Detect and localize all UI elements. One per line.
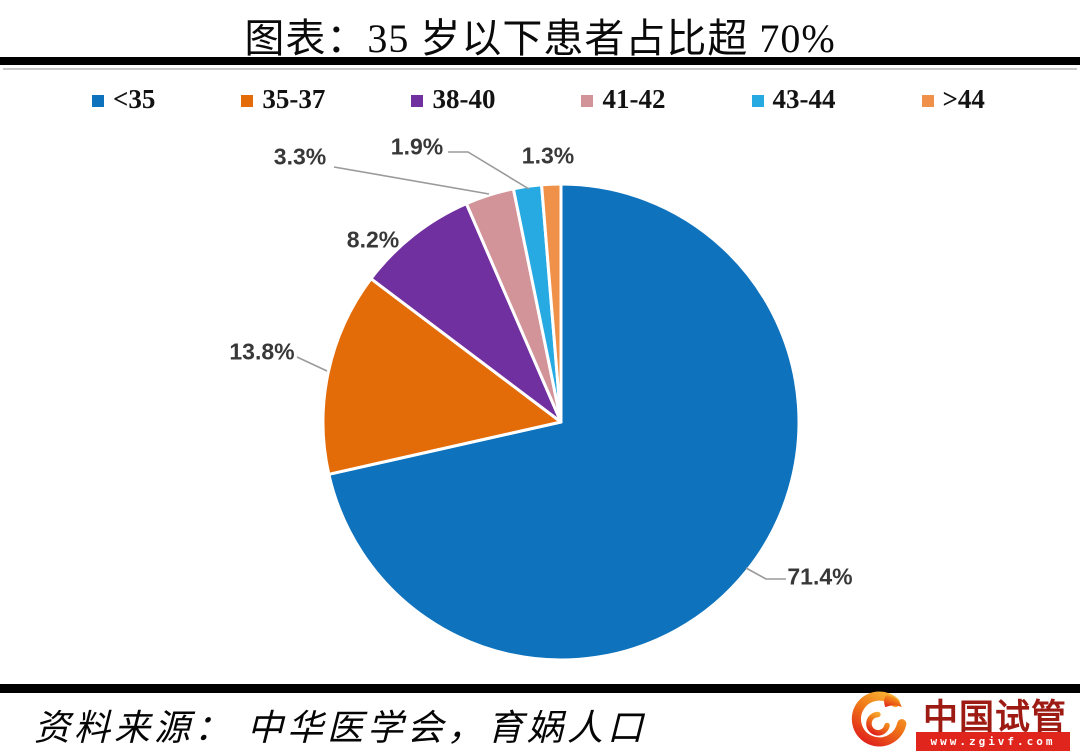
slice-label-41-42: 3.3% bbox=[273, 143, 327, 170]
slice-label-38-40: 8.2% bbox=[346, 226, 400, 253]
legend-item-41-42: 41-42 bbox=[581, 84, 665, 115]
legend-item-35-37: 35-37 bbox=[241, 84, 325, 115]
pie-svg bbox=[296, 151, 801, 662]
legend-swatch bbox=[751, 95, 764, 107]
source-note: 资料来源： 中华医学会，育娲人口 bbox=[34, 708, 648, 748]
brand-watermark: 中国试管 www.zgivf.com bbox=[842, 686, 1074, 755]
legend-item-38-40: 38-40 bbox=[411, 84, 495, 115]
phoenix-icon bbox=[851, 691, 907, 747]
slice-label-35-37: 13.8% bbox=[229, 338, 295, 365]
legend-item->44: >44 bbox=[921, 84, 985, 115]
legend-label: 43-44 bbox=[772, 84, 836, 114]
pie-slice-38-40 bbox=[369, 202, 563, 424]
brand-url: www.zgivf.com bbox=[916, 732, 1070, 751]
leader-line-41-42 bbox=[333, 166, 490, 195]
legend-swatch bbox=[241, 95, 254, 107]
legend-label: <35 bbox=[113, 84, 156, 114]
leader-line-35-37 bbox=[296, 356, 328, 372]
legend-swatch bbox=[581, 95, 594, 107]
pie-chart: 71.4% 13.8% 8.2% 3.3% 1.9% 1.3% bbox=[0, 75, 1080, 683]
pie-slice-<35 bbox=[327, 182, 801, 662]
leader-line-<35 bbox=[745, 567, 786, 580]
legend-item-<35: <35 bbox=[92, 84, 155, 115]
legend-label: >44 bbox=[942, 84, 985, 114]
slice-label-<35: 71.4% bbox=[787, 563, 853, 590]
legend-swatch bbox=[921, 95, 934, 107]
legend-label: 38-40 bbox=[432, 84, 496, 114]
leader-line-43-44 bbox=[448, 151, 530, 190]
pie-slice->44 bbox=[540, 182, 563, 424]
legend-label: 35-37 bbox=[262, 84, 326, 114]
chart-title: 图表：35 岁以下患者占比超 70% bbox=[244, 16, 836, 61]
pie-slice-35-37 bbox=[321, 277, 563, 476]
slice-label-43-44: 1.9% bbox=[390, 133, 444, 160]
legend-item-43-44: 43-44 bbox=[751, 84, 836, 115]
legend-swatch bbox=[92, 95, 104, 107]
bottom-divider bbox=[0, 684, 1080, 693]
legend-label: 41-42 bbox=[602, 84, 666, 114]
chart-legend: <35 35-37 38-40 41-42 43-44 >44 bbox=[92, 84, 985, 115]
legend-swatch bbox=[411, 95, 424, 107]
brand-name: 中国试管 bbox=[922, 698, 1067, 737]
slice-label->44: 1.3% bbox=[521, 142, 575, 169]
top-divider bbox=[0, 57, 1080, 68]
